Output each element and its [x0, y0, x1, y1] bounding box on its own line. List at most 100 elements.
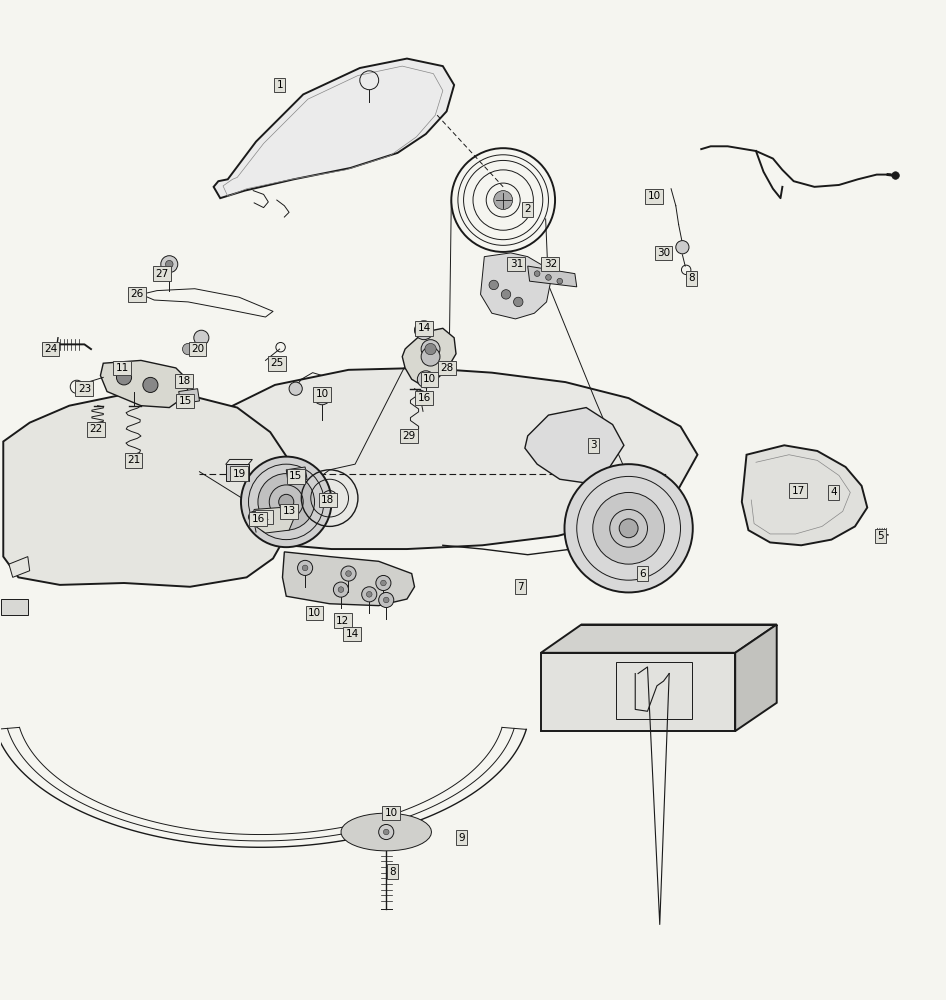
- Circle shape: [116, 370, 131, 385]
- Polygon shape: [525, 408, 624, 483]
- Circle shape: [380, 580, 386, 586]
- Polygon shape: [402, 328, 456, 385]
- Circle shape: [534, 271, 540, 276]
- Circle shape: [161, 256, 178, 273]
- Circle shape: [421, 340, 440, 359]
- Text: 19: 19: [233, 469, 246, 479]
- Circle shape: [378, 824, 394, 840]
- Circle shape: [298, 560, 312, 575]
- Circle shape: [166, 260, 173, 268]
- Text: 4: 4: [830, 487, 836, 497]
- Text: 10: 10: [384, 808, 397, 818]
- Text: 16: 16: [252, 514, 265, 524]
- Circle shape: [143, 377, 158, 392]
- Text: 13: 13: [283, 506, 296, 516]
- Polygon shape: [481, 253, 551, 319]
- Text: 15: 15: [179, 396, 192, 406]
- Text: 23: 23: [78, 384, 91, 394]
- Circle shape: [494, 191, 513, 209]
- Circle shape: [418, 325, 429, 336]
- Text: 24: 24: [44, 344, 57, 354]
- Circle shape: [241, 457, 331, 547]
- Polygon shape: [287, 467, 307, 483]
- Text: 14: 14: [417, 323, 430, 333]
- Text: 18: 18: [321, 495, 334, 505]
- Circle shape: [892, 172, 900, 179]
- Text: 8: 8: [689, 273, 695, 283]
- Circle shape: [425, 343, 436, 355]
- Text: 14: 14: [345, 629, 359, 639]
- Circle shape: [313, 388, 330, 405]
- Circle shape: [383, 597, 389, 603]
- Text: 18: 18: [178, 376, 191, 386]
- Circle shape: [514, 297, 523, 307]
- Polygon shape: [735, 625, 777, 731]
- Polygon shape: [541, 625, 777, 653]
- Circle shape: [421, 347, 440, 366]
- Text: 6: 6: [639, 569, 646, 579]
- Circle shape: [194, 330, 209, 345]
- Text: 12: 12: [336, 616, 349, 626]
- Text: 21: 21: [127, 455, 140, 465]
- Circle shape: [415, 391, 427, 402]
- Circle shape: [546, 275, 552, 280]
- Circle shape: [565, 464, 692, 592]
- Polygon shape: [226, 464, 249, 481]
- Polygon shape: [173, 368, 697, 549]
- Circle shape: [414, 321, 433, 340]
- Polygon shape: [342, 813, 431, 851]
- Circle shape: [417, 371, 434, 388]
- Text: 28: 28: [440, 363, 453, 373]
- Polygon shape: [179, 389, 200, 404]
- Text: 10: 10: [647, 191, 660, 201]
- Circle shape: [279, 494, 294, 509]
- Text: 11: 11: [115, 363, 129, 373]
- Text: 29: 29: [402, 431, 415, 441]
- Text: 11: 11: [257, 512, 271, 522]
- Circle shape: [318, 392, 325, 400]
- Circle shape: [422, 375, 429, 383]
- Polygon shape: [541, 653, 735, 731]
- Text: 16: 16: [417, 393, 430, 403]
- Text: 10: 10: [316, 389, 328, 399]
- Circle shape: [620, 519, 638, 538]
- Text: 17: 17: [792, 486, 805, 496]
- Polygon shape: [283, 552, 414, 606]
- Text: 7: 7: [517, 582, 523, 592]
- Circle shape: [378, 592, 394, 608]
- Circle shape: [338, 587, 343, 592]
- Text: 32: 32: [544, 259, 557, 269]
- Polygon shape: [1, 599, 27, 615]
- Circle shape: [249, 511, 260, 523]
- Text: 31: 31: [510, 259, 523, 269]
- Circle shape: [303, 565, 308, 571]
- Text: 15: 15: [289, 471, 303, 481]
- Circle shape: [593, 492, 664, 564]
- Circle shape: [489, 280, 499, 290]
- Polygon shape: [742, 445, 867, 545]
- Polygon shape: [214, 59, 454, 198]
- Circle shape: [501, 290, 511, 299]
- Circle shape: [345, 571, 351, 576]
- Circle shape: [376, 575, 391, 591]
- Text: 22: 22: [89, 424, 102, 434]
- Circle shape: [183, 343, 194, 355]
- Polygon shape: [100, 360, 190, 408]
- Polygon shape: [3, 394, 294, 587]
- Polygon shape: [528, 266, 577, 287]
- Polygon shape: [252, 508, 294, 533]
- Text: 10: 10: [423, 374, 436, 384]
- Text: 9: 9: [459, 833, 465, 843]
- Text: 26: 26: [131, 289, 144, 299]
- Circle shape: [675, 241, 689, 254]
- Circle shape: [341, 566, 356, 581]
- Circle shape: [361, 587, 377, 602]
- Circle shape: [333, 582, 348, 597]
- Text: 10: 10: [308, 608, 321, 618]
- Text: 25: 25: [271, 358, 284, 368]
- Text: 5: 5: [877, 531, 884, 541]
- Text: 8: 8: [390, 867, 396, 877]
- Text: 3: 3: [590, 440, 597, 450]
- Circle shape: [383, 829, 389, 835]
- Circle shape: [366, 591, 372, 597]
